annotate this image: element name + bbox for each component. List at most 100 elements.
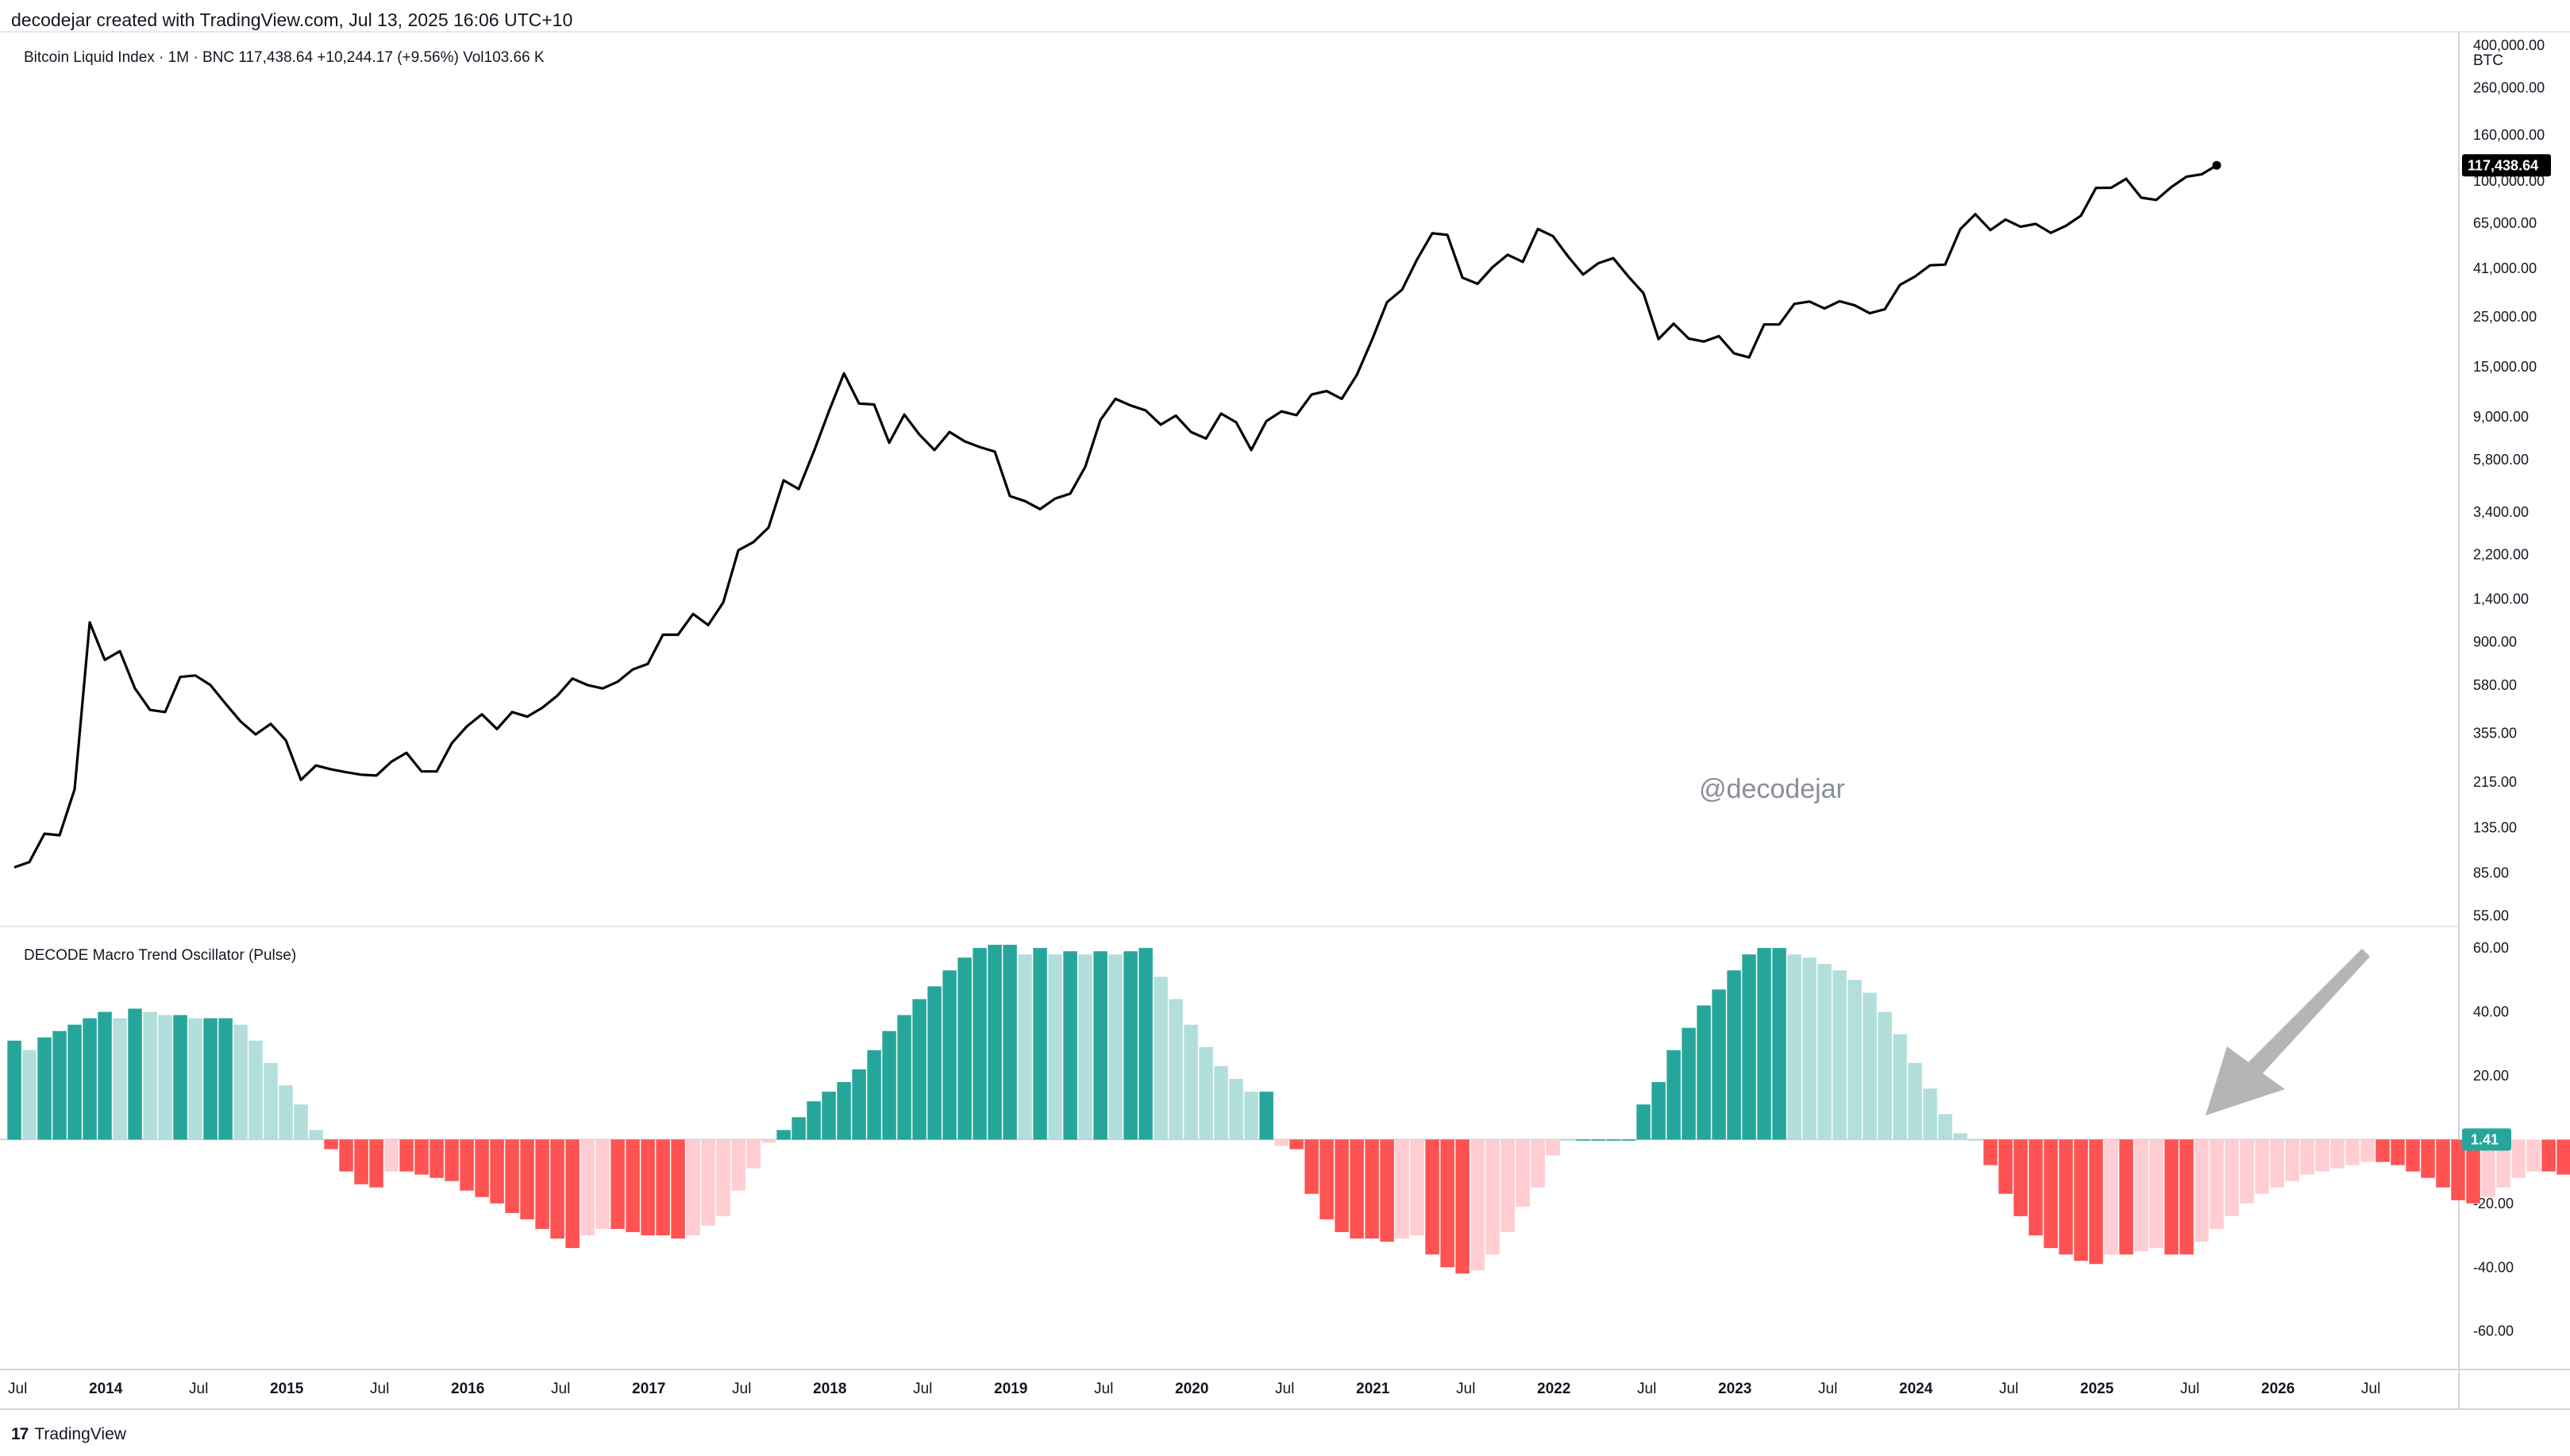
oscillator-bar[interactable] [1576,1139,1590,1141]
oscillator-bar[interactable] [1591,1139,1605,1141]
oscillator-bar[interactable] [249,1040,263,1140]
oscillator-bar[interactable] [1516,1139,1530,1207]
oscillator-bar[interactable] [1078,954,1092,1140]
oscillator-bar[interactable] [2089,1139,2103,1265]
oscillator-bar[interactable] [188,1018,202,1140]
oscillator-bar[interactable] [2345,1139,2360,1165]
oscillator-bar[interactable] [2225,1139,2239,1216]
oscillator-bar[interactable] [1410,1139,1424,1236]
oscillator-bar[interactable] [565,1139,580,1249]
oscillator-bar[interactable] [475,1139,489,1197]
oscillator-bar[interactable] [2451,1139,2465,1200]
oscillator-bar[interactable] [2300,1139,2314,1175]
oscillator-bar[interactable] [1244,1092,1258,1140]
oscillator-bar[interactable] [1350,1139,1364,1239]
oscillator-bar[interactable] [1561,1139,1575,1141]
oscillator-bar[interactable] [1320,1139,1334,1219]
oscillator-bar[interactable] [2059,1139,2073,1255]
oscillator-bar[interactable] [1863,992,1877,1140]
oscillator-bar[interactable] [143,1011,157,1140]
oscillator-bar[interactable] [1093,951,1108,1140]
oscillator-bar[interactable] [1003,945,1017,1140]
oscillator-bar[interactable] [354,1139,368,1184]
oscillator-bar[interactable] [1938,1114,1952,1140]
oscillator-bar[interactable] [1983,1139,1998,1165]
oscillator-bar[interactable] [1878,1011,1892,1140]
oscillator-bar[interactable] [2074,1139,2088,1261]
oscillator-bar[interactable] [22,1050,37,1140]
oscillator-bar[interactable] [1606,1139,1620,1141]
oscillator-bar[interactable] [505,1139,519,1213]
oscillator-bar[interactable] [701,1139,715,1226]
oscillator-bar[interactable] [1154,976,1168,1140]
oscillator-bar[interactable] [2557,1139,2570,1175]
oscillator-bar[interactable] [1968,1139,1982,1141]
oscillator-bar[interactable] [822,1092,836,1140]
oscillator-bar[interactable] [67,1024,82,1140]
oscillator-bar[interactable] [264,1062,278,1140]
oscillator-bar[interactable] [399,1139,414,1172]
oscillator-bar[interactable] [1380,1139,1394,1242]
oscillator-bar[interactable] [158,1015,172,1140]
oscillator-bar[interactable] [2285,1139,2299,1181]
oscillator-bar[interactable] [2421,1139,2435,1178]
oscillator-bar[interactable] [1742,954,1756,1140]
oscillator-bar[interactable] [7,1040,21,1140]
oscillator-bar[interactable] [1697,1005,1711,1140]
oscillator-bar[interactable] [2104,1139,2118,1255]
oscillator-bar[interactable] [2029,1139,2043,1236]
oscillator-bar[interactable] [1365,1139,1379,1239]
oscillator-bar[interactable] [927,986,942,1140]
oscillator-bar[interactable] [1787,954,1801,1140]
oscillator-bar[interactable] [1772,948,1786,1140]
oscillator-bar[interactable] [2481,1139,2495,1197]
oscillator-bar[interactable] [2240,1139,2254,1204]
oscillator-legend[interactable]: DECODE Macro Trend Oscillator (Pulse) [24,947,297,964]
oscillator-bar[interactable] [52,1030,67,1140]
oscillator-bar[interactable] [1108,954,1123,1140]
oscillator-bar[interactable] [761,1139,776,1143]
oscillator-bar[interactable] [2406,1139,2420,1172]
oscillator-bar[interactable] [1531,1139,1545,1188]
oscillator-bar[interactable] [942,970,957,1140]
oscillator-bar[interactable] [128,1008,142,1140]
oscillator-bar[interactable] [2255,1139,2269,1194]
oscillator-bar[interactable] [173,1015,187,1140]
oscillator-bar[interactable] [37,1037,52,1140]
oscillator-bar[interactable] [1757,948,1771,1140]
oscillator-bar[interactable] [369,1139,383,1188]
oscillator-bar[interactable] [1304,1139,1319,1194]
oscillator-bar[interactable] [1018,954,1032,1140]
oscillator-bar[interactable] [626,1139,640,1232]
oscillator-bar[interactable] [294,1104,308,1140]
oscillator-bar[interactable] [203,1018,218,1140]
oscillator-bar[interactable] [2013,1139,2028,1216]
oscillator-bar[interactable] [973,948,987,1140]
oscillator-bar[interactable] [113,1018,127,1140]
oscillator-bar[interactable] [1546,1139,1560,1156]
oscillator-bar[interactable] [1184,1024,1198,1140]
oscillator-bar[interactable] [2210,1139,2224,1229]
oscillator-bar[interactable] [233,1024,248,1140]
oscillator-bar[interactable] [2360,1139,2375,1162]
oscillator-bar[interactable] [2179,1139,2194,1255]
oscillator-bar[interactable] [1666,1050,1681,1140]
oscillator-bar[interactable] [1953,1133,1967,1140]
oscillator-bar[interactable] [2194,1139,2209,1242]
oscillator-bar[interactable] [1832,970,1847,1140]
oscillator-bar[interactable] [1259,1092,1273,1140]
oscillator-bar[interactable] [2134,1139,2148,1252]
oscillator-bar[interactable] [414,1139,429,1175]
oscillator-bar[interactable] [1199,1046,1213,1140]
oscillator-bar[interactable] [309,1130,323,1140]
oscillator-bar[interactable] [1063,951,1077,1140]
oscillator-bar[interactable] [656,1139,670,1236]
oscillator-bar[interactable] [731,1139,746,1191]
oscillator-bar[interactable] [988,945,1002,1140]
oscillator-bar[interactable] [1501,1139,1515,1232]
oscillator-bar[interactable] [1440,1139,1455,1268]
oscillator-bar[interactable] [2119,1139,2133,1255]
oscillator-bar[interactable] [1802,957,1817,1140]
oscillator-bar[interactable] [2315,1139,2329,1172]
oscillator-bar[interactable] [2164,1139,2179,1255]
